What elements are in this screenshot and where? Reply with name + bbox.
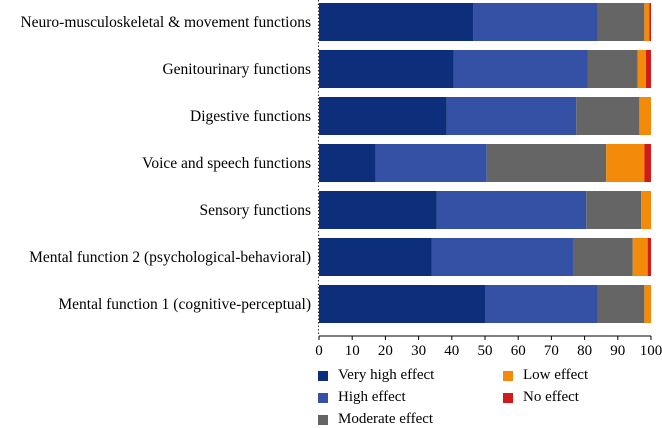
legend-swatch-none bbox=[503, 392, 513, 403]
bar-low-effect-sensory-functions bbox=[641, 191, 651, 229]
category-label: Neuro-musculoskeletal & movement functio… bbox=[20, 14, 311, 31]
category-label: Mental function 1 (cognitive-perceptual) bbox=[58, 296, 311, 313]
x-tick-label: 40 bbox=[444, 343, 459, 359]
legend-item-very-high: Very high effect bbox=[318, 367, 434, 384]
x-tick-label: 80 bbox=[577, 343, 592, 359]
bar-moderate-effect-mental-function-2-psychological-behavioral bbox=[572, 238, 633, 276]
bar-very-high-effect-voice-and-speech-functions bbox=[319, 144, 376, 182]
bar-moderate-effect-neuro-musculoskeletal-movement-functions bbox=[597, 3, 645, 41]
bars-group bbox=[319, 3, 651, 323]
bar-moderate-effect-voice-and-speech-functions bbox=[486, 144, 607, 182]
stacked-bar-chart: Neuro-musculoskeletal & movement functio… bbox=[20, 0, 662, 359]
legend-label-low: Low effect bbox=[523, 367, 589, 383]
x-tick-label: 0 bbox=[315, 343, 323, 359]
legend-label-very-high: Very high effect bbox=[338, 367, 435, 383]
bar-high-effect-genitourinary-functions bbox=[453, 50, 588, 88]
bar-low-effect-voice-and-speech-functions bbox=[606, 144, 645, 182]
bar-moderate-effect-mental-function-1-cognitive-perceptual bbox=[597, 285, 645, 323]
legend-label-moderate: Moderate effect bbox=[338, 411, 434, 427]
legend-swatch-high bbox=[318, 392, 328, 403]
x-axis: 0 10 20 30 40 50 60 70 80 90 100 bbox=[315, 0, 662, 359]
legend-item-none: No effect bbox=[503, 389, 579, 406]
bar-high-effect-mental-function-2-psychological-behavioral bbox=[431, 238, 573, 276]
x-tick-label: 30 bbox=[411, 343, 426, 359]
bar-low-effect-neuro-musculoskeletal-movement-functions bbox=[644, 3, 650, 41]
bar-very-high-effect-neuro-musculoskeletal-movement-functions bbox=[319, 3, 474, 41]
bar-moderate-effect-sensory-functions bbox=[586, 191, 642, 229]
bar-very-high-effect-mental-function-2-psychological-behavioral bbox=[319, 238, 432, 276]
legend-item-low: Low effect bbox=[503, 367, 588, 384]
x-tick-label: 70 bbox=[544, 343, 559, 359]
bar-low-effect-genitourinary-functions bbox=[637, 50, 647, 88]
bar-very-high-effect-genitourinary-functions bbox=[319, 50, 454, 88]
x-tick-label: 10 bbox=[345, 343, 360, 359]
bar-high-effect-sensory-functions bbox=[436, 191, 587, 229]
category-label: Genitourinary functions bbox=[162, 61, 311, 78]
bar-very-high-effect-mental-function-1-cognitive-perceptual bbox=[319, 285, 485, 323]
bar-very-high-effect-sensory-functions bbox=[319, 191, 437, 229]
x-tick-label: 60 bbox=[511, 343, 526, 359]
bar-high-effect-neuro-musculoskeletal-movement-functions bbox=[473, 3, 598, 41]
bar-moderate-effect-digestive-functions bbox=[576, 97, 640, 135]
bar-low-effect-mental-function-2-psychological-behavioral bbox=[632, 238, 648, 276]
legend-item-high: High effect bbox=[318, 389, 406, 406]
bar-high-effect-digestive-functions bbox=[446, 97, 577, 135]
legend-label-none: No effect bbox=[523, 389, 579, 405]
bar-no-effect-neuro-musculoskeletal-movement-functions bbox=[649, 3, 651, 41]
legend-swatch-very-high bbox=[318, 370, 328, 381]
category-label: Sensory functions bbox=[199, 202, 311, 219]
x-tick-label: 50 bbox=[478, 343, 493, 359]
legend: Very high effect High effect Moderate ef… bbox=[318, 365, 618, 428]
bar-no-effect-voice-and-speech-functions bbox=[644, 144, 651, 182]
category-label: Mental function 2 (psychological-behavio… bbox=[29, 249, 311, 266]
bar-no-effect-mental-function-2-psychological-behavioral bbox=[647, 238, 651, 276]
x-tick-label: 100 bbox=[640, 343, 662, 359]
category-labels: Neuro-musculoskeletal & movement functio… bbox=[20, 14, 311, 313]
bar-very-high-effect-digestive-functions bbox=[319, 97, 447, 135]
bar-no-effect-genitourinary-functions bbox=[646, 50, 651, 88]
bar-moderate-effect-genitourinary-functions bbox=[587, 50, 638, 88]
legend-swatch-low bbox=[503, 370, 513, 381]
bar-low-effect-mental-function-1-cognitive-perceptual bbox=[644, 285, 651, 323]
legend-item-moderate: Moderate effect bbox=[318, 411, 433, 428]
bar-high-effect-voice-and-speech-functions bbox=[375, 144, 487, 182]
legend-swatch-moderate bbox=[318, 414, 328, 425]
x-tick-label: 20 bbox=[378, 343, 393, 359]
x-tick-label: 90 bbox=[610, 343, 625, 359]
bar-low-effect-digestive-functions bbox=[639, 97, 651, 135]
legend-label-high: High effect bbox=[338, 389, 406, 405]
bar-high-effect-mental-function-1-cognitive-perceptual bbox=[485, 285, 598, 323]
category-label: Digestive functions bbox=[190, 108, 311, 125]
category-label: Voice and speech functions bbox=[142, 155, 311, 172]
